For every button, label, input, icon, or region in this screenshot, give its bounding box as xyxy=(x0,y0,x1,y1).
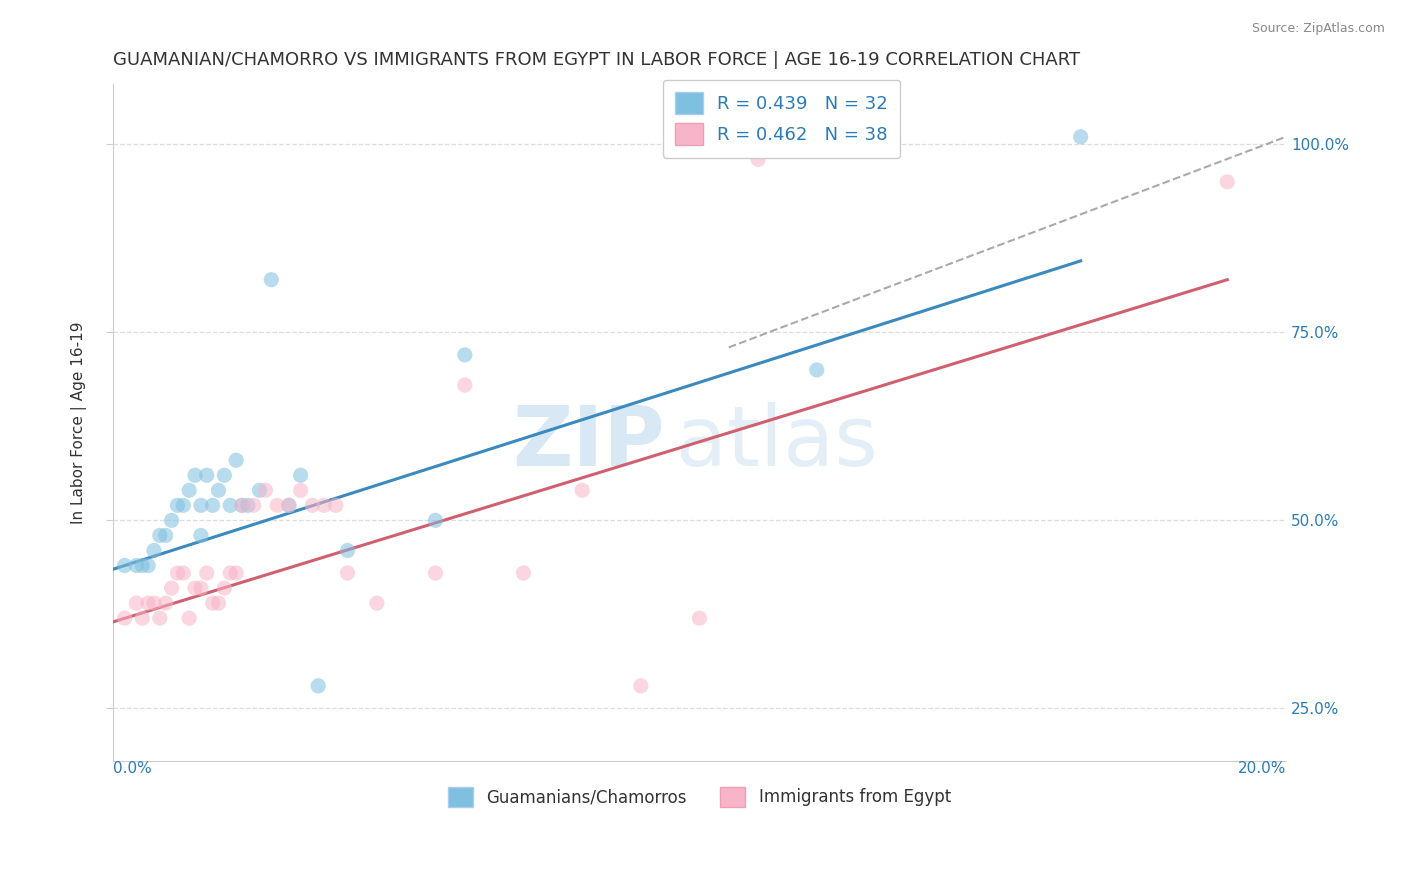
Point xyxy=(214,581,236,595)
Point xyxy=(325,499,347,513)
Point xyxy=(236,499,259,513)
Text: 0.0%: 0.0% xyxy=(112,761,152,776)
Point xyxy=(149,611,172,625)
Point xyxy=(201,596,224,610)
Point xyxy=(166,566,188,580)
Point xyxy=(225,453,247,467)
Point xyxy=(136,596,159,610)
Point xyxy=(172,499,194,513)
Point xyxy=(184,581,207,595)
Point xyxy=(630,679,652,693)
Text: GUAMANIAN/CHAMORRO VS IMMIGRANTS FROM EGYPT IN LABOR FORCE | AGE 16-19 CORRELATI: GUAMANIAN/CHAMORRO VS IMMIGRANTS FROM EG… xyxy=(112,51,1080,69)
Point xyxy=(214,468,236,483)
Point xyxy=(195,566,218,580)
Point xyxy=(114,558,136,573)
Point xyxy=(179,483,201,498)
Point xyxy=(143,543,166,558)
Point xyxy=(136,558,159,573)
Point xyxy=(160,513,183,527)
Point xyxy=(207,483,229,498)
Point xyxy=(336,543,359,558)
Y-axis label: In Labor Force | Age 16-19: In Labor Force | Age 16-19 xyxy=(72,321,87,524)
Point xyxy=(172,566,194,580)
Point xyxy=(242,499,264,513)
Point xyxy=(290,483,312,498)
Point xyxy=(512,566,534,580)
Point xyxy=(207,596,229,610)
Point xyxy=(312,499,335,513)
Point xyxy=(571,483,593,498)
Point xyxy=(425,513,447,527)
Point xyxy=(1070,129,1092,144)
Point xyxy=(225,566,247,580)
Point xyxy=(454,348,477,362)
Text: Source: ZipAtlas.com: Source: ZipAtlas.com xyxy=(1251,22,1385,36)
Point xyxy=(231,499,253,513)
Point xyxy=(166,499,188,513)
Point xyxy=(131,611,153,625)
Point xyxy=(254,483,277,498)
Point xyxy=(195,468,218,483)
Point xyxy=(131,558,153,573)
Point xyxy=(201,499,224,513)
Point xyxy=(277,499,299,513)
Text: 20.0%: 20.0% xyxy=(1237,761,1286,776)
Point xyxy=(190,528,212,542)
Text: ZIP: ZIP xyxy=(512,402,664,483)
Point xyxy=(160,581,183,595)
Point xyxy=(454,378,477,392)
Point xyxy=(125,558,148,573)
Point xyxy=(747,153,769,167)
Point xyxy=(155,528,177,542)
Point xyxy=(249,483,271,498)
Point xyxy=(149,528,172,542)
Point xyxy=(290,468,312,483)
Text: atlas: atlas xyxy=(676,402,877,483)
Point xyxy=(190,581,212,595)
Point xyxy=(301,499,323,513)
Point xyxy=(155,596,177,610)
Point xyxy=(366,596,388,610)
Point xyxy=(688,611,710,625)
Point xyxy=(125,596,148,610)
Point xyxy=(219,566,242,580)
Point xyxy=(143,596,166,610)
Point xyxy=(336,566,359,580)
Point xyxy=(260,273,283,287)
Point xyxy=(179,611,201,625)
Point xyxy=(307,679,329,693)
Point xyxy=(806,363,828,377)
Point xyxy=(184,468,207,483)
Legend: Guamanians/Chamorros, Immigrants from Egypt: Guamanians/Chamorros, Immigrants from Eg… xyxy=(441,780,957,814)
Point xyxy=(277,499,299,513)
Point xyxy=(231,499,253,513)
Point xyxy=(219,499,242,513)
Point xyxy=(1216,175,1239,189)
Point xyxy=(425,566,447,580)
Point xyxy=(266,499,288,513)
Point xyxy=(190,499,212,513)
Point xyxy=(114,611,136,625)
